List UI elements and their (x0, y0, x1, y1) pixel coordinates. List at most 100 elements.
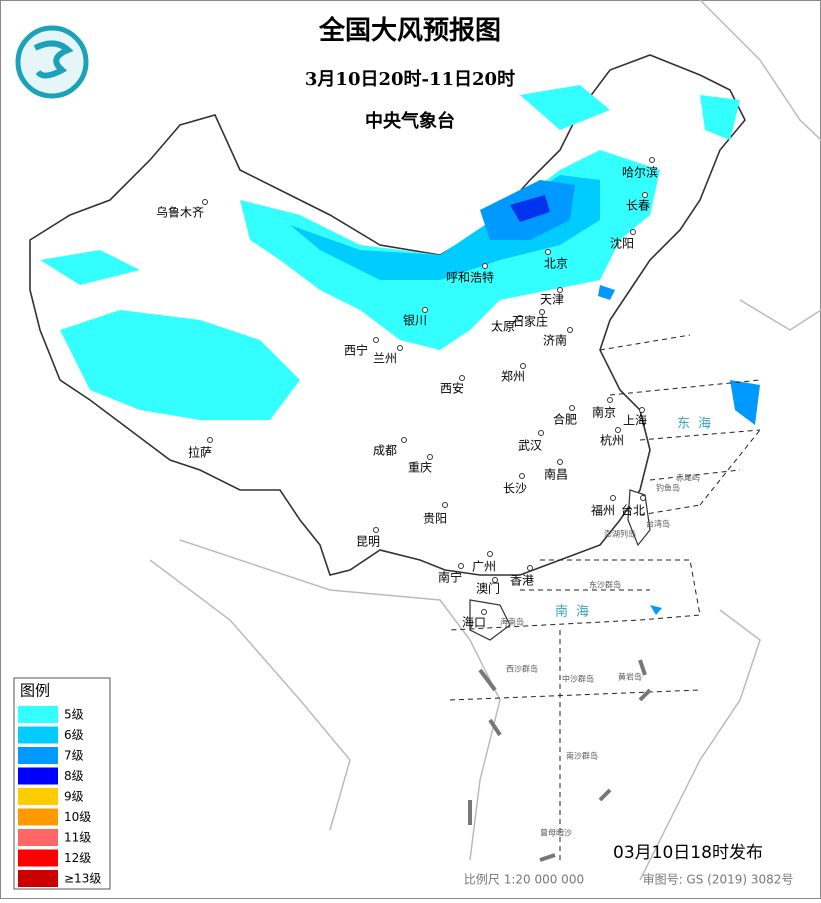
city-dot (373, 527, 379, 533)
city-label: 兰州 (373, 352, 397, 366)
legend-swatch (18, 767, 58, 785)
place-label: 西沙群岛 (506, 664, 538, 674)
nine-dash-line (468, 659, 652, 862)
city-label: 石家庄 (512, 314, 548, 329)
city-label: 长春 (626, 199, 650, 213)
city-dot (607, 397, 613, 403)
legend-label: 9级 (64, 790, 84, 804)
city-label: 济南 (543, 333, 567, 348)
city-label: 成都 (373, 444, 397, 458)
city-dot (373, 337, 379, 343)
city-dot (427, 454, 433, 460)
city-label: 沈阳 (610, 236, 634, 251)
city-label: 太原 (491, 319, 515, 334)
subtitle: 3月10日20时-11日20时 (305, 69, 515, 90)
city-label: 长沙 (503, 482, 527, 496)
city-dot (492, 577, 498, 583)
legend-label: 5级 (64, 708, 84, 722)
place-label: 中沙群岛 (562, 674, 594, 684)
city-dot (458, 563, 464, 569)
city-label: 天津 (540, 293, 564, 307)
city-label: 重庆 (408, 461, 432, 475)
city-label: 哈尔滨 (622, 165, 658, 180)
legend-swatch (18, 849, 58, 867)
city-label: 台北 (621, 503, 645, 518)
place-label: 赤尾屿 (676, 474, 700, 483)
city-dot (481, 609, 487, 615)
logo (15, 25, 89, 99)
legend-swatch (18, 788, 58, 805)
city-dot (487, 551, 493, 557)
wind-8 (510, 195, 550, 222)
city-dot (422, 307, 428, 313)
scale: 比例尺 1:20 000 000 (464, 873, 584, 887)
city-dot (520, 363, 526, 369)
city-label: 南京 (592, 405, 616, 420)
city-dot (527, 565, 533, 571)
city-label: 银川 (403, 314, 427, 328)
legend-swatch (18, 706, 58, 723)
place-label: 东沙群岛 (589, 580, 621, 590)
city-label: 合肥 (553, 412, 577, 427)
city-label: 西宁 (344, 343, 368, 358)
place-label: 南沙群岛 (566, 751, 598, 761)
city-dot (545, 249, 551, 255)
city-label: 乌鲁木齐 (156, 205, 204, 220)
place-label: 澎湖列岛 (604, 529, 636, 539)
legend-label: 6级 (64, 728, 84, 742)
city-dot (567, 327, 573, 333)
wind-5b (40, 85, 740, 420)
city-dot (610, 495, 616, 501)
city-dot (397, 345, 403, 351)
city-dot (630, 229, 636, 235)
city-label: 呼和浩特 (446, 270, 494, 285)
city-label: 南宁 (438, 570, 462, 585)
city-dot (538, 430, 544, 436)
legend-title: 图例 (20, 682, 50, 700)
legend-swatch (18, 726, 58, 744)
sea-label: 东海 (677, 417, 719, 432)
islands (469, 489, 651, 641)
city-dot (615, 427, 621, 433)
sea-label: 南海 (555, 604, 597, 620)
legend-label: 8级 (64, 769, 84, 783)
legend: 图例 5级 6级 7级 8级 9级 10级 11级 12级 ≥13级 (13, 677, 111, 890)
legend-label: 7级 (64, 749, 84, 763)
city-label: 武汉 (518, 439, 542, 453)
city-label: 郑州 (501, 369, 525, 384)
city-label: 贵阳 (423, 512, 447, 526)
city-dot (539, 309, 545, 315)
neighbour-coast (149, 0, 821, 881)
city-dot (642, 192, 648, 198)
city-dot (202, 199, 208, 205)
city-dot (442, 502, 448, 508)
city-label: 北京 (544, 257, 568, 271)
city-dot (207, 437, 213, 443)
city-dot (639, 407, 645, 413)
issued: 03月10日18时发布 (613, 843, 763, 863)
city-dot (401, 437, 407, 443)
city-label: 西安 (440, 381, 464, 396)
legend-swatch (18, 870, 58, 887)
city-label: 澳门 (476, 581, 500, 596)
review-number: 审图号: GS (2019) 3082号 (643, 872, 794, 887)
city-label: 香港 (510, 574, 534, 588)
legend-label: 11级 (64, 831, 91, 845)
legend-swatch (18, 747, 58, 764)
city-label: 福州 (591, 503, 615, 518)
city-label: 昆明 (356, 535, 380, 549)
sea-zones (449, 334, 761, 860)
wind-areas (40, 85, 760, 615)
title: 全国大风预报图 (318, 15, 501, 46)
place-label: 钓鱼岛 (656, 483, 680, 493)
place-label: 海南岛 (500, 617, 524, 627)
city-dot (519, 473, 525, 479)
city-dot (557, 459, 563, 465)
place-label: 台湾岛 (646, 519, 670, 529)
legend-label: 10级 (64, 810, 91, 824)
legend-label: ≥13级 (64, 872, 101, 886)
agency: 中央气象台 (365, 110, 455, 132)
city-label: 拉萨 (188, 445, 212, 460)
city-label: 杭州 (600, 433, 624, 448)
city-label: 南昌 (544, 467, 568, 482)
